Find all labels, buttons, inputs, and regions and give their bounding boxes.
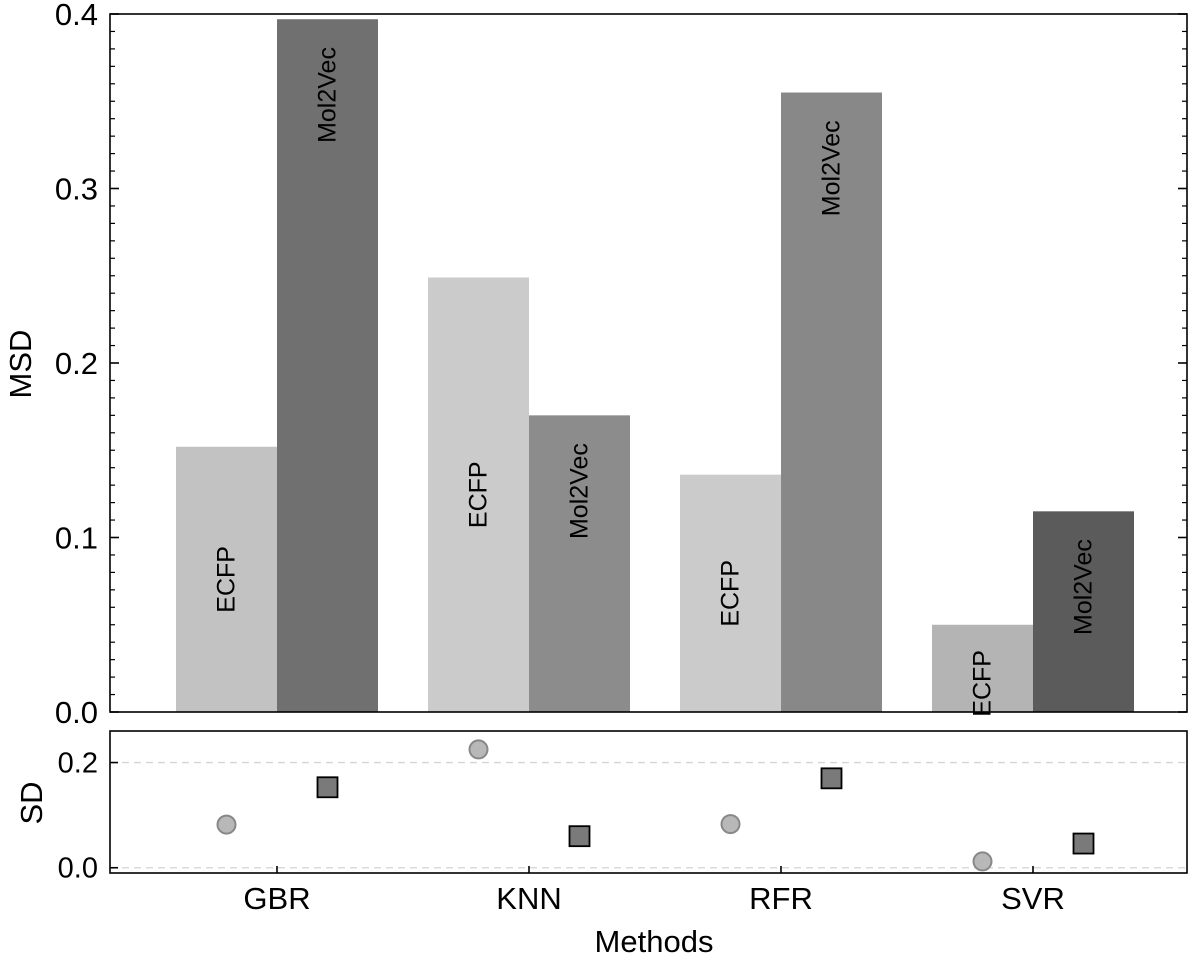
bar-mol2vec-svr (1033, 511, 1134, 712)
sd-point-ecfp-gbr (216, 814, 237, 835)
msd-tick-label: 0.1 (55, 521, 98, 556)
x-tick-label-gbr: GBR (243, 881, 310, 916)
bar-label-mol2vec-svr: Mol2Vec (1070, 539, 1098, 635)
y-axis-label-sd: SD (14, 781, 49, 824)
bottom-panel-border (109, 730, 1188, 874)
bar-label-mol2vec-rfr: Mol2Vec (818, 120, 846, 216)
sd-points (216, 739, 1095, 872)
bar-label-ecfp-gbr: ECFP (213, 546, 241, 613)
bar-ecfp-svr (932, 624, 1033, 712)
bar-label-ecfp-rfr: ECFP (717, 560, 745, 627)
bar-ecfp-rfr (680, 474, 781, 712)
y-axis-label-msd: MSD (3, 330, 38, 399)
x-tick-label-knn: KNN (496, 881, 561, 916)
x-tick-label-rfr: RFR (749, 881, 813, 916)
bar-mol2vec-knn (529, 415, 630, 712)
sd-point-ecfp-rfr (720, 814, 741, 835)
msd-tick-label: 0.2 (55, 346, 98, 381)
x-axis-label: Methods (595, 924, 714, 956)
bar-label-mol2vec-gbr: Mol2Vec (314, 47, 342, 143)
bottom-panel-grid (110, 761, 1187, 869)
sd-tick-label: 0.0 (58, 853, 98, 885)
sd-y-axis: 0.0 0.2 (58, 748, 118, 885)
sd-point-mol2vec-knn (568, 825, 591, 848)
sd-point-ecfp-knn (468, 739, 489, 760)
msd-tick-label: 0.4 (55, 0, 98, 32)
bottom-panel-frame (109, 730, 1188, 874)
msd-y-axis: 0.0 0.1 0.2 0.3 0.4 (55, 0, 1187, 730)
msd-bars: ECFP Mol2Vec ECFP Mol2Vec ECFP Mol2Vec ECFP Mol… (176, 19, 1134, 717)
bar-label-mol2vec-knn: Mol2Vec (566, 443, 594, 539)
bar-mol2vec-rfr (781, 92, 882, 712)
sd-point-ecfp-svr (972, 851, 993, 872)
x-tick-label-svr: SVR (1001, 881, 1065, 916)
sd-tick-label: 0.2 (58, 748, 98, 780)
x-axis: GBR KNN RFR SVR (243, 866, 1065, 916)
bar-ecfp-knn (428, 277, 529, 712)
sd-point-mol2vec-svr (1072, 832, 1095, 855)
sd-point-mol2vec-rfr (820, 767, 843, 790)
bar-label-ecfp-svr: ECFP (969, 650, 997, 717)
msd-tick-label: 0.0 (55, 695, 98, 730)
bar-ecfp-gbr (176, 446, 277, 712)
bar-label-ecfp-knn: ECFP (465, 461, 493, 528)
bar-mol2vec-gbr (277, 19, 378, 713)
msd-tick-label: 0.3 (55, 172, 98, 207)
sd-point-mol2vec-gbr (316, 776, 339, 799)
